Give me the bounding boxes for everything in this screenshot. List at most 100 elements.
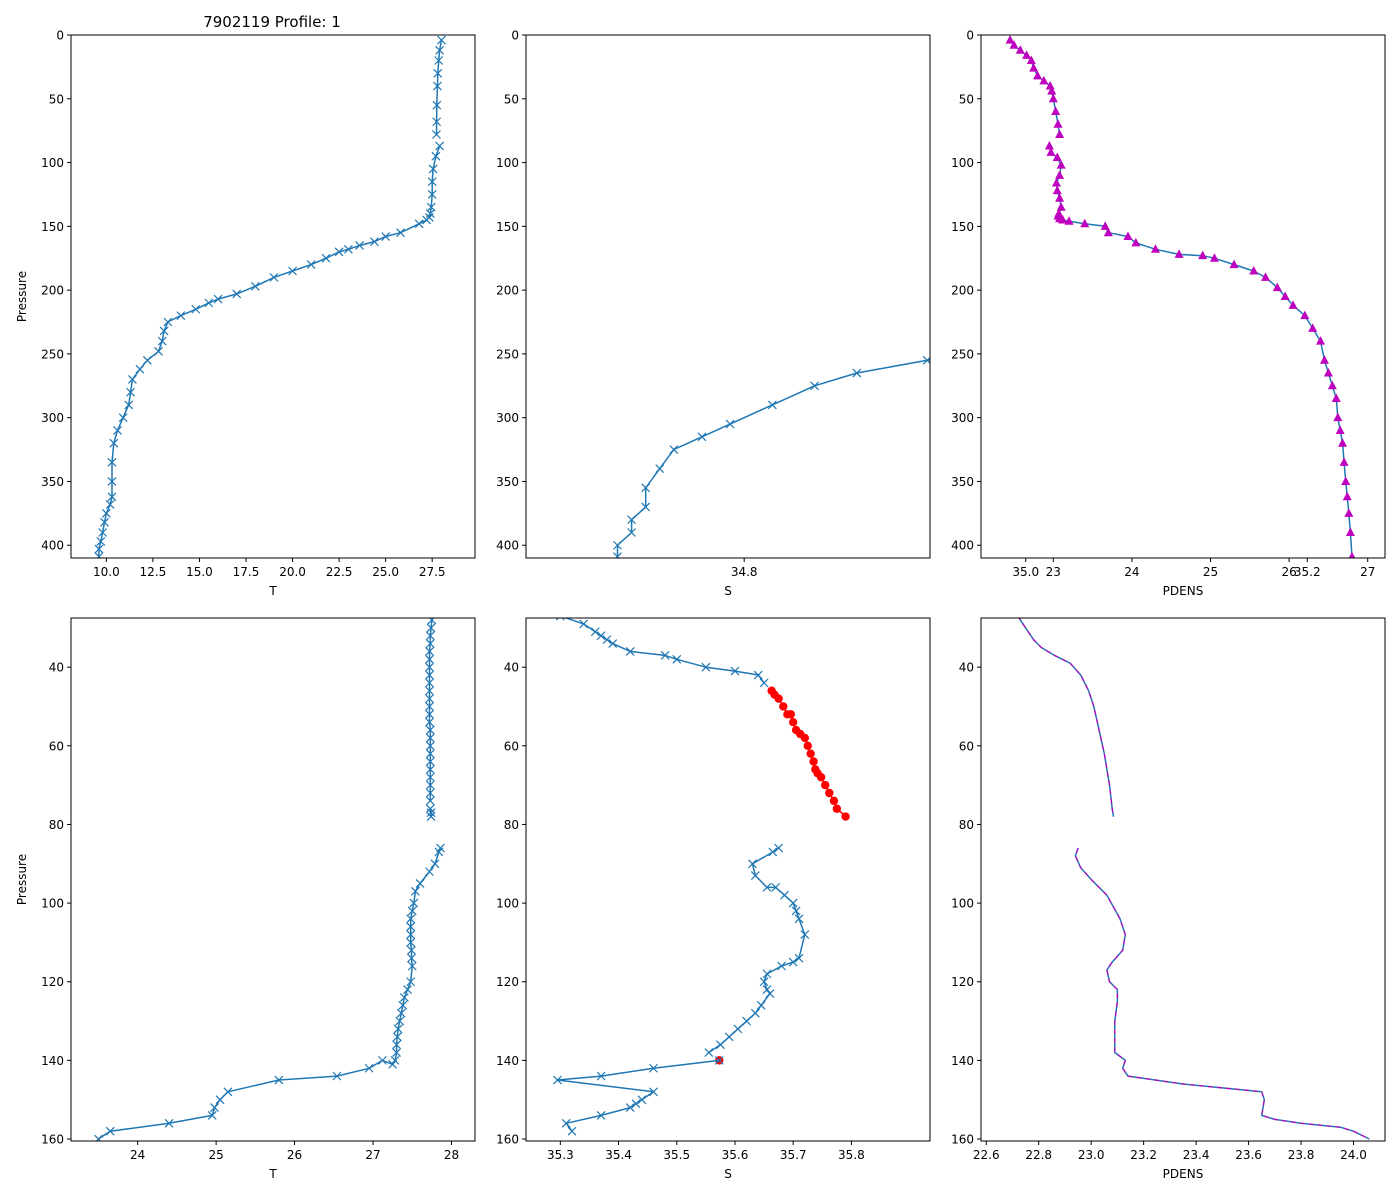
series-4 xyxy=(613,355,930,558)
x-tick-label: 35.0 xyxy=(1012,565,1039,579)
y-tick-label: 250 xyxy=(496,347,519,361)
x-marker xyxy=(800,930,810,939)
x-axis-label: PDENS xyxy=(1163,1167,1204,1181)
triangle-marker xyxy=(1249,265,1259,275)
triangle-marker xyxy=(1280,291,1290,300)
y-tick-label: 350 xyxy=(41,475,64,489)
y-tick-label: 300 xyxy=(951,411,974,425)
x-marker xyxy=(660,650,670,660)
y-tick-label: 80 xyxy=(959,818,974,832)
x-axis-label: T xyxy=(268,1167,277,1181)
bad-point xyxy=(809,757,818,766)
y-axis-label: Pressure xyxy=(15,271,29,322)
x-marker xyxy=(427,177,437,187)
x-axis-label: S xyxy=(724,1167,732,1181)
x-marker xyxy=(762,985,772,995)
bad-point xyxy=(829,796,839,806)
triangle-marker xyxy=(1261,272,1271,281)
x-tick-label: 35.4 xyxy=(605,1148,632,1162)
x-tick-label: 23.6 xyxy=(1235,1148,1262,1162)
y-tick-label: 40 xyxy=(959,661,974,675)
x-marker xyxy=(724,1032,734,1042)
y-tick-label: 140 xyxy=(496,1054,519,1068)
x-marker xyxy=(596,1111,606,1120)
x-marker xyxy=(288,266,297,276)
x-marker xyxy=(204,298,214,308)
x-tick-label: 35.7 xyxy=(780,1148,807,1162)
x-marker xyxy=(725,419,735,429)
y-tick-label: 40 xyxy=(49,661,64,675)
x-tick-label: 35.8 xyxy=(838,1148,865,1162)
x-marker xyxy=(426,812,436,822)
x-marker xyxy=(407,961,417,971)
x-marker xyxy=(399,993,409,1002)
x-tick-label: 23.8 xyxy=(1288,1148,1315,1162)
x-marker xyxy=(435,141,445,151)
triangle-marker xyxy=(1323,368,1333,377)
series-line xyxy=(435,39,443,135)
axes-temp-zoom: 24 25 26 27 28 40 60 80 100 120 140 160 T Pressure xyxy=(15,617,476,1181)
x-tick-label: 22.6 xyxy=(973,1148,1000,1162)
x-marker xyxy=(762,969,772,979)
y-tick-label: 100 xyxy=(41,897,64,911)
x-marker xyxy=(780,890,789,900)
x-marker xyxy=(613,540,622,550)
y-tick-label: 100 xyxy=(41,156,64,170)
plot-area xyxy=(613,355,930,558)
plot-area xyxy=(94,618,445,1141)
x-marker xyxy=(94,552,104,558)
series-0 xyxy=(432,35,446,139)
bad-point xyxy=(786,710,796,719)
plot-area xyxy=(553,618,850,1136)
y-tick-label: 160 xyxy=(41,1133,64,1147)
x-marker xyxy=(107,457,117,467)
y-tick-label: 40 xyxy=(504,661,519,675)
x-marker xyxy=(756,1000,766,1010)
y-tick-label: 250 xyxy=(41,347,64,361)
x-marker xyxy=(750,871,760,880)
x-marker xyxy=(422,215,432,225)
x-marker xyxy=(791,906,801,916)
x-marker xyxy=(101,508,111,518)
x-marker xyxy=(232,289,242,299)
x-marker xyxy=(163,317,173,327)
x-marker xyxy=(762,882,772,892)
x-marker xyxy=(154,346,163,356)
x-marker xyxy=(748,859,757,869)
triangle-marker xyxy=(1048,93,1058,103)
x-marker xyxy=(742,1016,752,1026)
x-tick-label: 23.4 xyxy=(1183,1148,1210,1162)
y-tick-label: 120 xyxy=(951,975,974,989)
x-marker xyxy=(716,1040,725,1050)
bad-point xyxy=(821,780,830,790)
x-marker xyxy=(425,772,435,782)
x-marker xyxy=(406,937,416,947)
y-tick-label: 120 xyxy=(496,975,519,989)
triangle-marker xyxy=(1026,55,1036,65)
x-marker xyxy=(788,898,798,908)
x-marker xyxy=(428,164,438,174)
x-marker xyxy=(414,219,424,229)
triangle-marker xyxy=(1055,129,1065,138)
triangle-marker xyxy=(1056,202,1066,211)
x-marker xyxy=(105,499,115,509)
x-marker xyxy=(425,678,434,688)
x-axis-label: T xyxy=(268,584,277,598)
x-marker xyxy=(625,1103,635,1113)
x-marker xyxy=(370,237,379,247)
x-marker xyxy=(794,914,804,924)
series-line xyxy=(428,619,433,801)
triangle-marker xyxy=(1047,86,1057,95)
x-marker xyxy=(733,1024,743,1034)
bad-point xyxy=(832,804,842,813)
x-marker xyxy=(425,639,435,648)
series-1 xyxy=(767,686,850,821)
x-marker xyxy=(655,464,665,474)
x-marker xyxy=(767,400,777,410)
triangle-marker xyxy=(1300,310,1310,320)
x-tick-label: 23.0 xyxy=(1078,1148,1105,1162)
x-tick-label: 34.8 xyxy=(731,565,758,579)
x-marker xyxy=(704,1048,714,1057)
x-marker xyxy=(602,635,612,645)
x-marker xyxy=(98,528,108,537)
